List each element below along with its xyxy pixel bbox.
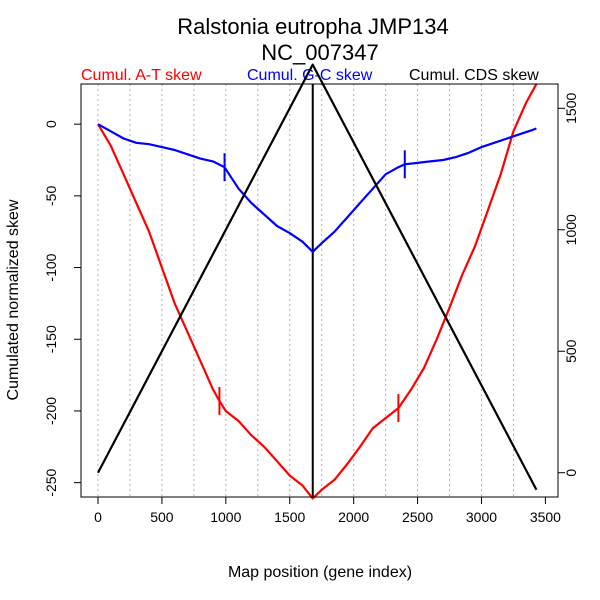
plot-frame: [80, 83, 559, 498]
x-axis-label: Map position (gene index): [228, 564, 412, 581]
y-axis-left: 0 -50 -100 -150 -200 -250: [43, 120, 81, 497]
y-right-tick-label: 1000: [563, 214, 579, 245]
legend-gc-skew: Cumul. G-C skew: [247, 67, 373, 84]
y-axis-label: Cumulated normalized skew: [5, 199, 22, 400]
cds-skew-line: [97, 63, 538, 491]
y-left-tick-label: 0: [43, 120, 59, 128]
y-left-tick-label: -100: [43, 253, 59, 281]
chart-title: Ralstonia eutropha JMP134: [177, 14, 449, 39]
y-left-tick-label: -150: [43, 325, 59, 353]
x-tick-label: 3000: [466, 509, 497, 525]
y-right-tick-label: 0: [563, 469, 579, 477]
x-axis: 0 500 1000 1500 2000 2500 3000 3500: [94, 497, 561, 525]
x-tick-label: 1000: [210, 509, 241, 525]
y-left-tick-label: -50: [43, 186, 59, 206]
chart-subtitle: NC_007347: [261, 40, 378, 65]
x-tick-label: 2000: [338, 509, 369, 525]
y-left-tick-label: -250: [43, 468, 59, 496]
legend-cds-skew: Cumul. CDS skew: [409, 67, 539, 84]
x-tick-label: 500: [150, 509, 174, 525]
x-tick-label: 3500: [530, 509, 561, 525]
y-right-tick-label: 500: [563, 339, 579, 363]
y-right-tick-label: 1500: [563, 93, 579, 124]
series-markers: [218, 150, 406, 423]
y-axis-right: 0 500 1000 1500: [558, 93, 579, 477]
x-tick-label: 0: [94, 509, 102, 525]
x-tick-label: 2500: [402, 509, 433, 525]
at-skew-line: [97, 83, 538, 500]
legend-at-skew: Cumul. A-T skew: [81, 67, 202, 84]
grid-lines: [97, 84, 514, 497]
gc-skew-line: [97, 123, 537, 253]
x-tick-label: 1500: [274, 509, 305, 525]
y-left-tick-label: -200: [43, 397, 59, 425]
plot-series: [97, 63, 538, 500]
